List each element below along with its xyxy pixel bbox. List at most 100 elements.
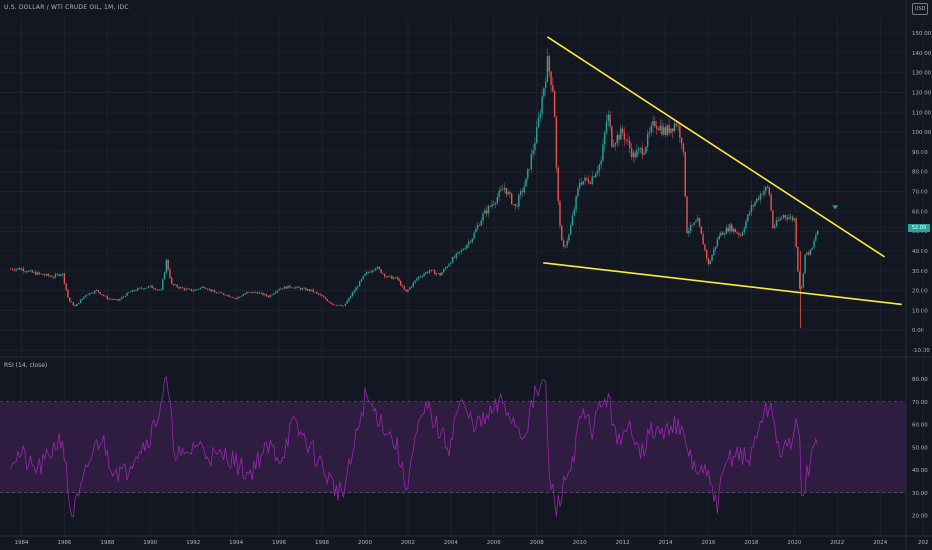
candle-body (620, 128, 622, 140)
candle-body (525, 178, 527, 187)
candle-body (770, 194, 772, 211)
candle-body (799, 271, 801, 289)
candle-body (654, 121, 656, 127)
candle-body (523, 186, 525, 193)
candle-body (110, 298, 112, 300)
candle-body (140, 287, 143, 289)
candle-body (459, 251, 461, 253)
candle-body (237, 297, 239, 299)
candle-body (162, 279, 164, 290)
candle-body (741, 232, 744, 236)
candle-body (10, 268, 12, 270)
candle-body (659, 125, 661, 131)
candle-body (503, 187, 506, 190)
candle-body (215, 292, 218, 294)
candle-body (807, 252, 810, 255)
candle-body (786, 217, 788, 220)
candle-body (147, 286, 150, 288)
candle-body (578, 182, 581, 189)
candle-body (729, 224, 731, 232)
candle-body (137, 288, 139, 291)
candle-body (707, 258, 710, 264)
candle-body (339, 305, 341, 306)
x-tick-label: 2022 (830, 540, 844, 546)
candle-body (382, 273, 384, 274)
candle-body (199, 287, 202, 290)
candle-body (247, 291, 250, 293)
candle-body (641, 147, 643, 155)
candle-body (335, 305, 338, 306)
candle-body (264, 294, 266, 296)
candle-body (88, 292, 91, 295)
currency-button[interactable]: USD (912, 3, 928, 15)
candle-body (103, 294, 105, 296)
candle-body (99, 292, 101, 295)
candle-body (634, 152, 636, 158)
candle-body (280, 288, 282, 290)
candle-body (704, 244, 706, 250)
candle-body (491, 204, 493, 207)
candle-body (373, 269, 375, 271)
candle-body (566, 240, 568, 246)
candle-body (670, 128, 672, 133)
candle-body (33, 272, 35, 273)
candle-body (233, 297, 236, 299)
candle-body (108, 298, 110, 300)
candle-body (693, 222, 695, 225)
candle-body (757, 198, 760, 200)
candle-body (448, 264, 450, 267)
candle-body (591, 176, 593, 184)
candle-body (750, 204, 753, 213)
candle-body (176, 284, 178, 288)
candle-body (451, 257, 454, 263)
candle-body (367, 272, 370, 273)
candle-body (332, 303, 334, 305)
candle-body (321, 294, 323, 297)
candle-body (720, 232, 722, 236)
candle-body (727, 227, 729, 232)
candle-body (308, 289, 311, 291)
candle-body (314, 291, 316, 293)
candle-body (11, 268, 14, 270)
candle-body (131, 290, 134, 292)
candle-body (421, 276, 423, 277)
candle-body (775, 220, 778, 226)
candle-body (222, 293, 225, 295)
candle-body (115, 299, 117, 300)
candle-body (502, 189, 504, 191)
candle-body (416, 278, 418, 281)
candle-body (403, 286, 406, 290)
candle-body (208, 289, 211, 290)
x-tick-label: 1998 (315, 540, 329, 546)
candle-body (797, 246, 799, 272)
candle-body (235, 297, 237, 299)
candle-body (571, 215, 574, 226)
candle-body (375, 268, 377, 270)
x-tick-label: 1992 (186, 540, 200, 546)
candle-body (181, 287, 184, 289)
rsi-y-tick-label: 20.00 (912, 514, 928, 520)
candle-body (371, 270, 373, 273)
candle-body (328, 301, 330, 303)
candle-body (532, 150, 534, 155)
candle-body (754, 202, 756, 206)
candle-body (203, 286, 205, 288)
candle-body (460, 250, 463, 252)
candle-body (269, 294, 271, 298)
candle-body (773, 225, 776, 228)
y-tick-label: 140.00 (912, 51, 932, 57)
candle-body (171, 277, 173, 284)
candle-body (174, 284, 177, 286)
candle-body (36, 272, 39, 275)
candle-body (766, 186, 769, 188)
candle-body (72, 302, 75, 306)
candle-body (691, 224, 694, 226)
y-tick-label: 50.00 (912, 229, 928, 235)
candle-body (462, 249, 465, 251)
candle-body (557, 167, 559, 202)
rsi-y-tick-label: 30.00 (912, 491, 928, 497)
candle-body (190, 288, 193, 291)
candle-body (45, 273, 48, 276)
candle-body (231, 297, 234, 298)
